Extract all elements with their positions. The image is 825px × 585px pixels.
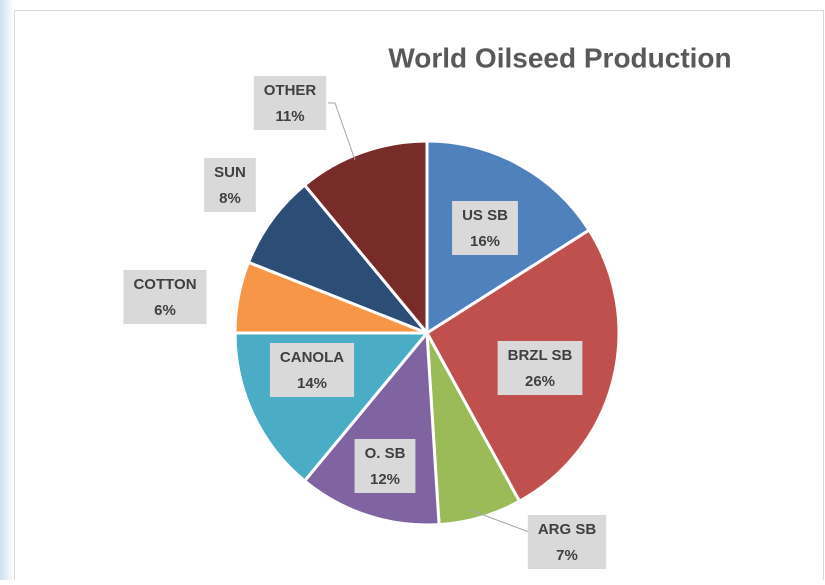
- label-value: 12%: [370, 471, 400, 488]
- data-label: BRZL SB 26%: [497, 341, 583, 395]
- data-label: O. SB 12%: [354, 439, 416, 493]
- label-name: COTTON: [133, 276, 196, 293]
- label-box: [354, 439, 416, 493]
- label-box: [204, 158, 256, 212]
- label-box: [527, 515, 607, 569]
- label-box: [269, 343, 355, 397]
- data-label: OTHER 11%: [253, 76, 327, 130]
- label-box: [253, 76, 327, 130]
- label-name: OTHER: [264, 82, 317, 99]
- label-name: ARG SB: [538, 521, 597, 538]
- label-value: 7%: [556, 547, 578, 564]
- leader-line: [328, 102, 356, 161]
- data-label: ARG SB 7%: [527, 515, 607, 569]
- background-edge: [0, 0, 14, 580]
- label-value: 14%: [297, 375, 327, 392]
- chart-title: World Oilseed Production: [388, 42, 731, 73]
- data-label: SUN 8%: [204, 158, 256, 212]
- pie-slice: [302, 139, 429, 338]
- label-name: SUN: [214, 164, 246, 181]
- label-name: CANOLA: [280, 349, 344, 366]
- label-box: [497, 341, 583, 395]
- label-value: 16%: [470, 233, 500, 250]
- label-name: O. SB: [365, 445, 406, 462]
- data-label: US SB 16%: [452, 201, 518, 255]
- leader-line: [469, 509, 530, 533]
- label-value: 26%: [525, 373, 555, 390]
- label-name: BRZL SB: [508, 347, 573, 364]
- label-name: US SB: [462, 207, 508, 224]
- label-value: 6%: [154, 302, 176, 319]
- pie-slice: [246, 182, 429, 335]
- label-box: [123, 270, 207, 324]
- data-label: COTTON 6%: [123, 270, 207, 324]
- label-value: 8%: [219, 190, 241, 207]
- data-label: CANOLA 14%: [269, 343, 355, 397]
- label-box: [452, 201, 518, 255]
- label-value: 11%: [275, 108, 304, 125]
